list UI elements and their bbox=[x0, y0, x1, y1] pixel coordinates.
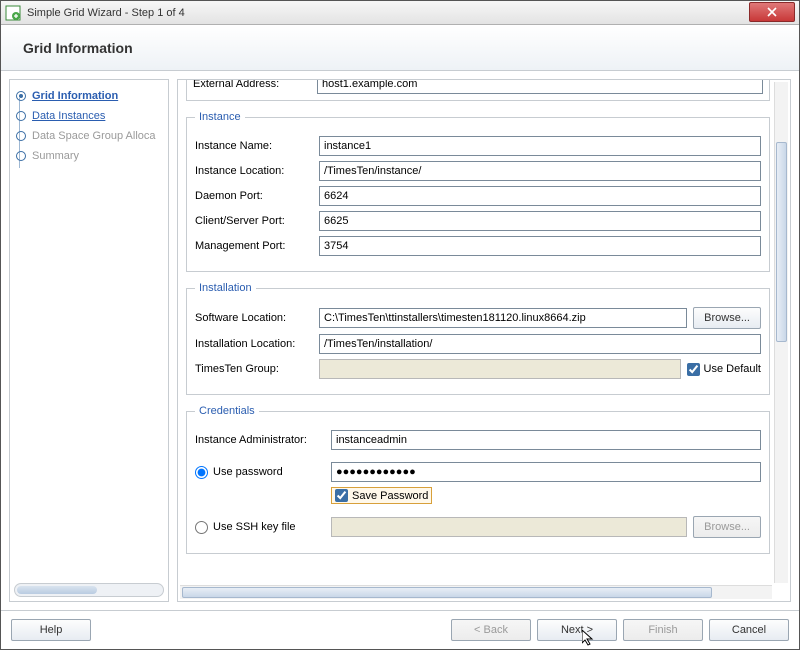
step-data-instances[interactable]: Data Instances bbox=[14, 106, 164, 126]
install-location-input[interactable] bbox=[319, 334, 761, 354]
instance-legend: Instance bbox=[195, 111, 245, 123]
step-bullet-icon bbox=[16, 151, 26, 161]
form-scroll-area: External Address: Instance Instance Name… bbox=[178, 80, 790, 601]
next-button[interactable]: Next > bbox=[537, 619, 617, 641]
step-summary: Summary bbox=[14, 146, 164, 166]
credentials-group: Credentials Instance Administrator: Use … bbox=[186, 405, 770, 554]
ssh-key-input bbox=[331, 517, 687, 537]
ssh-browse-button: Browse... bbox=[693, 516, 761, 538]
step-label: Data Space Group Alloca bbox=[32, 130, 156, 142]
wizard-window: Simple Grid Wizard - Step 1 of 4 Grid In… bbox=[0, 0, 800, 650]
external-address-label: External Address: bbox=[193, 80, 311, 90]
daemon-port-input[interactable] bbox=[319, 186, 761, 206]
instance-name-label: Instance Name: bbox=[195, 140, 313, 152]
software-location-input[interactable] bbox=[319, 308, 687, 328]
save-password-check-input[interactable] bbox=[335, 489, 348, 502]
instance-location-input[interactable] bbox=[319, 161, 761, 181]
tt-group-input bbox=[319, 359, 681, 379]
finish-button: Finish bbox=[623, 619, 703, 641]
titlebar: Simple Grid Wizard - Step 1 of 4 bbox=[1, 1, 799, 25]
password-input[interactable] bbox=[331, 462, 761, 482]
form-panel: External Address: Instance Instance Name… bbox=[177, 79, 791, 602]
save-password-label: Save Password bbox=[352, 490, 428, 502]
app-icon bbox=[5, 5, 21, 21]
page-heading: Grid Information bbox=[23, 40, 133, 56]
cs-port-input[interactable] bbox=[319, 211, 761, 231]
credentials-legend: Credentials bbox=[195, 405, 259, 417]
vertical-scrollbar[interactable] bbox=[774, 82, 788, 583]
scrollbar-thumb[interactable] bbox=[776, 142, 787, 342]
mgmt-port-input[interactable] bbox=[319, 236, 761, 256]
scrollbar-thumb[interactable] bbox=[182, 587, 712, 598]
use-default-checkbox[interactable]: Use Default bbox=[687, 363, 761, 376]
step-data-space-group: Data Space Group Alloca bbox=[14, 126, 164, 146]
use-password-label: Use password bbox=[213, 466, 283, 478]
cs-port-label: Client/Server Port: bbox=[195, 215, 313, 227]
admin-label: Instance Administrator: bbox=[195, 434, 325, 446]
button-bar: Help < Back Next > Finish Cancel bbox=[1, 610, 799, 649]
help-button[interactable]: Help bbox=[11, 619, 91, 641]
daemon-port-label: Daemon Port: bbox=[195, 190, 313, 202]
use-password-radio[interactable]: Use password bbox=[195, 466, 325, 479]
back-button: < Back bbox=[451, 619, 531, 641]
step-bullet-icon bbox=[16, 131, 26, 141]
use-ssh-radio-input[interactable] bbox=[195, 521, 208, 534]
scrollbar-thumb[interactable] bbox=[17, 586, 97, 594]
step-grid-information[interactable]: Grid Information bbox=[14, 86, 164, 106]
admin-input[interactable] bbox=[331, 430, 761, 450]
use-ssh-radio[interactable]: Use SSH key file bbox=[195, 521, 325, 534]
tt-group-label: TimesTen Group: bbox=[195, 363, 313, 375]
mgmt-port-label: Management Port: bbox=[195, 240, 313, 252]
horizontal-scrollbar[interactable] bbox=[180, 585, 772, 599]
use-default-check-input[interactable] bbox=[687, 363, 700, 376]
installation-group: Installation Software Location: Browse..… bbox=[186, 282, 770, 395]
step-sidebar: Grid Information Data Instances Data Spa… bbox=[9, 79, 169, 602]
instance-name-input[interactable] bbox=[319, 136, 761, 156]
sidebar-scrollbar[interactable] bbox=[14, 583, 164, 597]
window-title: Simple Grid Wizard - Step 1 of 4 bbox=[27, 7, 749, 19]
software-browse-button[interactable]: Browse... bbox=[693, 307, 761, 329]
step-link[interactable]: Grid Information bbox=[32, 90, 118, 102]
use-ssh-label: Use SSH key file bbox=[213, 521, 296, 533]
software-location-label: Software Location: bbox=[195, 312, 313, 324]
step-link[interactable]: Data Instances bbox=[32, 110, 105, 122]
install-location-label: Installation Location: bbox=[195, 338, 313, 350]
content-area: Grid Information Data Instances Data Spa… bbox=[1, 71, 799, 610]
installation-legend: Installation bbox=[195, 282, 256, 294]
external-address-input[interactable] bbox=[317, 80, 763, 94]
step-bullet-icon bbox=[16, 111, 26, 121]
header-band: Grid Information bbox=[1, 25, 799, 71]
use-password-radio-input[interactable] bbox=[195, 466, 208, 479]
save-password-checkbox[interactable]: Save Password bbox=[331, 487, 432, 504]
use-default-label: Use Default bbox=[704, 363, 761, 375]
step-bullet-icon bbox=[16, 91, 26, 101]
instance-group: Instance Instance Name: Instance Locatio… bbox=[186, 111, 770, 272]
step-label: Summary bbox=[32, 150, 79, 162]
close-icon bbox=[767, 7, 777, 17]
instance-location-label: Instance Location: bbox=[195, 165, 313, 177]
close-button[interactable] bbox=[749, 2, 795, 22]
external-address-row: External Address: bbox=[186, 80, 770, 101]
cancel-button[interactable]: Cancel bbox=[709, 619, 789, 641]
